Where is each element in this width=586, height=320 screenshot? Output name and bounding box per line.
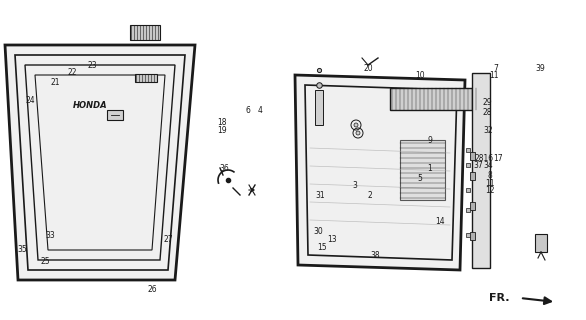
- Text: 37: 37: [473, 161, 483, 170]
- Text: 31: 31: [315, 190, 325, 199]
- Bar: [400, 140, 445, 200]
- Text: 28: 28: [482, 108, 492, 116]
- Text: 32: 32: [483, 125, 493, 134]
- Text: 3: 3: [353, 180, 357, 189]
- Text: 14: 14: [435, 218, 445, 227]
- Text: 17: 17: [493, 154, 503, 163]
- Text: 22: 22: [67, 68, 77, 76]
- Text: 1: 1: [428, 164, 432, 172]
- Bar: [135, 74, 157, 82]
- Text: 23: 23: [87, 60, 97, 69]
- Text: 38: 38: [370, 251, 380, 260]
- Text: 21: 21: [50, 77, 60, 86]
- Text: 33: 33: [45, 230, 55, 239]
- Text: 36: 36: [219, 164, 229, 172]
- Bar: [470, 152, 475, 160]
- Text: 18: 18: [217, 117, 227, 126]
- Text: 19: 19: [217, 125, 227, 134]
- Text: 11: 11: [485, 179, 495, 188]
- Text: 12: 12: [485, 186, 495, 195]
- FancyArrowPatch shape: [249, 188, 254, 192]
- Text: FR.: FR.: [489, 293, 510, 303]
- Text: 2816: 2816: [475, 154, 493, 163]
- Text: 2: 2: [367, 190, 372, 199]
- Text: 4: 4: [258, 106, 263, 115]
- Bar: [535, 234, 547, 252]
- Text: 27: 27: [163, 236, 173, 244]
- Text: HONDA: HONDA: [73, 100, 107, 109]
- Bar: [470, 232, 475, 240]
- Text: 20: 20: [363, 63, 373, 73]
- Text: 39: 39: [535, 63, 545, 73]
- Bar: [130, 25, 160, 40]
- Bar: [390, 88, 480, 110]
- Text: 26: 26: [147, 285, 157, 294]
- Text: 35: 35: [17, 245, 27, 254]
- Text: 10: 10: [415, 70, 425, 79]
- Circle shape: [354, 123, 358, 127]
- Text: 29: 29: [482, 98, 492, 107]
- Text: 15: 15: [317, 244, 327, 252]
- Bar: [470, 172, 475, 180]
- Bar: [470, 202, 475, 210]
- Text: 34: 34: [483, 161, 493, 170]
- Bar: [315, 90, 323, 125]
- Bar: [472, 73, 490, 268]
- Text: 30: 30: [313, 228, 323, 236]
- Text: 8: 8: [488, 171, 492, 180]
- Text: 13: 13: [327, 236, 337, 244]
- Bar: [107, 110, 123, 120]
- Text: 6: 6: [246, 106, 250, 115]
- Text: 9: 9: [428, 135, 432, 145]
- Text: 25: 25: [40, 258, 50, 267]
- Polygon shape: [5, 45, 195, 280]
- Text: 7: 7: [493, 63, 499, 73]
- Circle shape: [356, 131, 360, 135]
- Text: 5: 5: [418, 173, 423, 182]
- Polygon shape: [295, 75, 465, 270]
- Text: 11: 11: [489, 70, 499, 79]
- Text: 24: 24: [25, 95, 35, 105]
